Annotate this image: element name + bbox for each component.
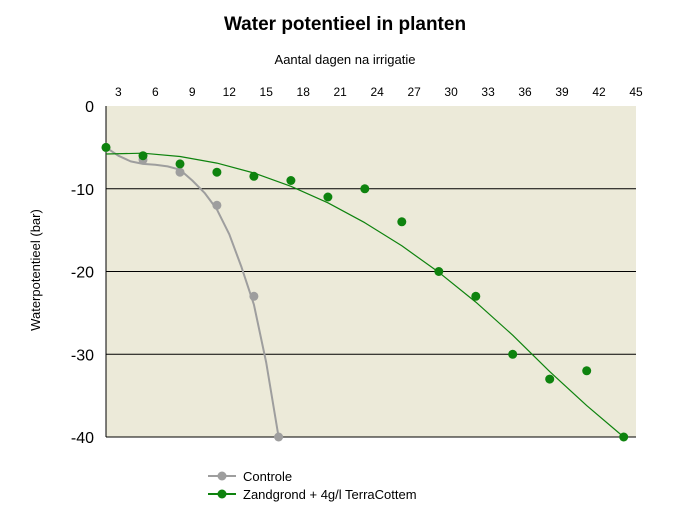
x-tick-label: 36 [518, 85, 532, 99]
series-line-2 [105, 152, 625, 438]
data-point-series-2 [360, 184, 370, 194]
legend-label-2: Zandgrond + 4g/l TerraCottem [243, 487, 417, 502]
x-axis-title: Aantal dagen na irrigatie [275, 52, 416, 67]
data-point-series-2 [212, 167, 222, 177]
data-point-series-2 [138, 151, 148, 161]
plot-area: 0-10-20-30-403 6 9 12 15 18 21 24 27 30 33 36 39 42 45 [71, 85, 643, 447]
x-tick-label: 18 [297, 85, 311, 99]
data-point-series-2 [545, 374, 555, 384]
y-tick-label: -20 [71, 265, 94, 282]
data-point-series-2 [582, 366, 592, 376]
x-tick-label: 9 [189, 85, 196, 99]
series-line-1 [105, 146, 280, 438]
legend-marker-2 [217, 489, 227, 499]
data-point-series-2 [508, 349, 518, 359]
x-tick-label: 24 [370, 85, 384, 99]
data-point-series-1 [212, 200, 222, 210]
x-tick-label: 21 [334, 85, 348, 99]
data-point-series-1 [249, 291, 259, 301]
x-tick-label: 6 [152, 85, 159, 99]
x-tick-label: 30 [444, 85, 458, 99]
x-tick-label: 39 [555, 85, 569, 99]
data-point-series-2 [323, 192, 333, 202]
data-point-series-2 [286, 176, 296, 185]
y-axis-title: Waterpotentieel (bar) [28, 209, 43, 331]
x-tick-label: 15 [260, 85, 274, 99]
data-point-series-2 [101, 142, 111, 152]
x-tick-label: 42 [592, 85, 606, 99]
y-tick-label: -10 [71, 182, 94, 199]
y-tick-label: -30 [71, 347, 94, 364]
y-tick-label: -40 [71, 430, 94, 447]
data-point-series-2 [619, 432, 629, 442]
data-point-series-2 [471, 291, 481, 301]
x-tick-label: 45 [629, 85, 643, 99]
legend-marker-1 [217, 471, 227, 481]
data-point-series-2 [175, 159, 185, 169]
chart-title: Water potentieel in planten [224, 14, 466, 35]
data-point-series-2 [249, 171, 259, 181]
legend-label-1: Controle [243, 469, 292, 484]
legend: Controle Zandgrond + 4g/l TerraCottem [208, 469, 417, 502]
x-tick-label: 3 [115, 85, 122, 99]
data-point-series-1 [175, 167, 185, 177]
data-point-series-2 [434, 267, 444, 276]
x-tick-label: 12 [223, 85, 237, 99]
y-tick-label: 0 [85, 99, 94, 116]
data-point-series-1 [274, 432, 284, 442]
data-point-series-2 [397, 217, 407, 227]
x-tick-label: 27 [407, 85, 421, 99]
x-tick-label: 33 [481, 85, 495, 99]
